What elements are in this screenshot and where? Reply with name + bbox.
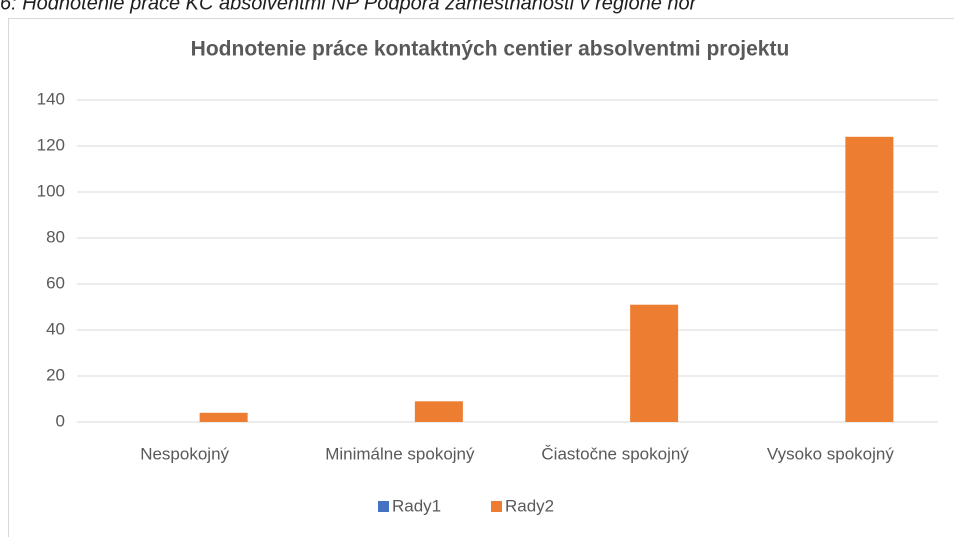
legend-swatch [491,501,502,512]
chart-title: Hodnotenie práce kontaktných centier abs… [191,38,790,61]
y-tick-label: 40 [46,319,65,338]
caption: 6: Hodnotenie práce KC absolventmi NP Po… [0,0,698,14]
chart-frame [8,18,954,537]
y-tick-label: 20 [46,365,65,384]
legend-label: Rady2 [505,496,554,515]
x-tick-label: Minimálne spokojný [325,444,475,463]
y-tick-label: 80 [46,227,65,246]
x-tick-label: Čiastočne spokojný [541,444,689,463]
bar [199,412,248,422]
y-tick-label: 120 [37,135,65,154]
bar [845,136,894,423]
y-tick-label: 0 [56,411,65,430]
bar [414,401,463,422]
x-tick-label: Vysoko spokojný [767,444,894,463]
y-tick-label: 140 [37,89,65,108]
x-tick-label: Nespokojný [140,444,229,463]
y-tick-label: 100 [37,181,65,200]
legend-label: Rady1 [392,496,441,515]
y-tick-label: 60 [46,273,65,292]
legend-swatch [378,501,389,512]
bar [630,304,679,422]
